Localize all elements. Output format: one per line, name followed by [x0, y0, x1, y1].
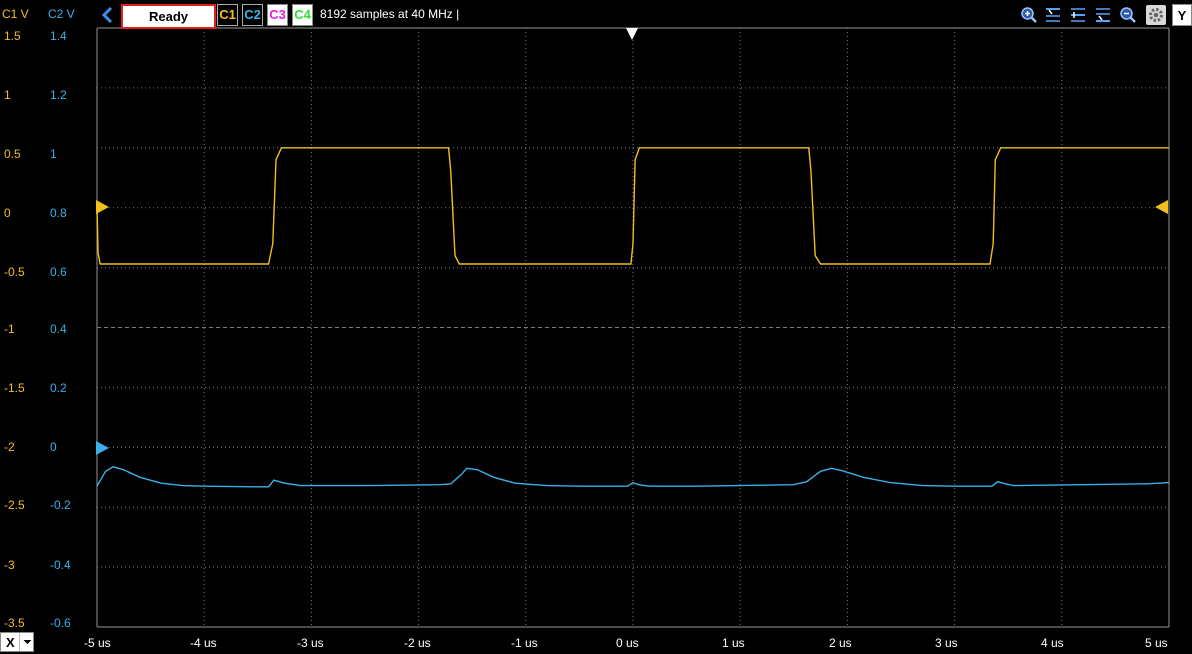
c2-tick-label: 0.8 [50, 206, 67, 220]
align-middle-button[interactable] [1068, 5, 1088, 25]
chevron-left-icon [101, 6, 113, 24]
graticule-grid [96, 27, 1170, 628]
x-tick-label: 2 us [829, 636, 852, 650]
c2-tick-label: 0 [50, 440, 57, 454]
c1-tick-label: -0.5 [4, 265, 25, 279]
c2-trace [96, 466, 1170, 488]
c2-axis-title: C2 V [48, 7, 75, 21]
chevron-down-icon [23, 640, 32, 644]
zoom-out-icon [1120, 7, 1136, 23]
c1-trace [96, 147, 1169, 265]
x-tick-label: -1 us [511, 636, 538, 650]
align-bottom-icon [1096, 8, 1110, 22]
x-tick-label: -2 us [404, 636, 431, 650]
channel-c1-button[interactable]: C1 [217, 4, 238, 26]
c1-tick-label: -3 [4, 558, 15, 572]
zoom-in-button[interactable] [1019, 5, 1039, 25]
back-button[interactable] [98, 4, 118, 26]
acquisition-status[interactable]: Ready [121, 4, 216, 29]
c1-tick-label: 0.5 [4, 147, 21, 161]
c2-tick-label: 0.2 [50, 381, 67, 395]
x-axis-label: X [6, 635, 15, 650]
top-toolbar: C1 V C2 V Ready C1 C2 C3 C4 8192 samples… [0, 0, 1192, 30]
zoom-in-icon [1021, 7, 1037, 23]
c2-tick-label: 1 [50, 147, 57, 161]
c2-tick-label: 0.4 [50, 322, 67, 336]
c2-offset-marker-left[interactable] [96, 441, 109, 455]
c1-offset-marker-right[interactable] [1155, 200, 1168, 214]
x-tick-label: 1 us [722, 636, 745, 650]
x-tick-label: -4 us [190, 636, 217, 650]
x-tick-label: 3 us [935, 636, 958, 650]
x-tick-label: 0 us [616, 636, 639, 650]
c2-tick-label: 1.2 [50, 88, 67, 102]
settings-gear-icon [1149, 8, 1163, 22]
channel-c4-button[interactable]: C4 [292, 4, 313, 26]
c1-axis-title: C1 V [2, 7, 29, 21]
c1-tick-label: -1 [4, 322, 15, 336]
settings-button[interactable] [1146, 5, 1166, 25]
c1-tick-label: -3.5 [4, 616, 25, 630]
channel-c3-button[interactable]: C3 [267, 4, 288, 26]
c1-tick-label: 1 [4, 88, 11, 102]
channel-c2-button[interactable]: C2 [242, 4, 263, 26]
x-tick-label: 5 us [1145, 636, 1168, 650]
c2-tick-label: 0.6 [50, 265, 67, 279]
align-top-icon [1046, 8, 1060, 22]
c1-tick-label: 1.5 [4, 29, 21, 43]
samples-info: 8192 samples at 40 MHz | [320, 7, 460, 21]
x-tick-label: 4 us [1041, 636, 1064, 650]
c2-tick-label: -0.2 [50, 498, 71, 512]
c2-tick-label: -0.4 [50, 558, 71, 572]
c1-offset-marker-left[interactable] [96, 200, 109, 214]
zoom-out-button[interactable] [1118, 5, 1138, 25]
align-top-button[interactable] [1043, 5, 1063, 25]
c1-tick-label: 0 [4, 206, 11, 220]
c1-tick-label: -2.5 [4, 498, 25, 512]
trigger-position-marker[interactable] [626, 28, 638, 40]
c2-tick-label: -0.6 [50, 616, 71, 630]
align-middle-icon [1071, 8, 1085, 22]
x-axis-selector[interactable]: X [0, 632, 34, 652]
c1-tick-label: -1.5 [4, 381, 25, 395]
dropdown-button[interactable] [19, 633, 35, 651]
y-axis-button[interactable]: Y [1172, 4, 1192, 26]
x-tick-label: -5 us [84, 636, 111, 650]
c2-tick-label: 1.4 [50, 29, 67, 43]
c1-tick-label: -2 [4, 440, 15, 454]
align-bottom-button[interactable] [1093, 5, 1113, 25]
x-tick-label: -3 us [297, 636, 324, 650]
